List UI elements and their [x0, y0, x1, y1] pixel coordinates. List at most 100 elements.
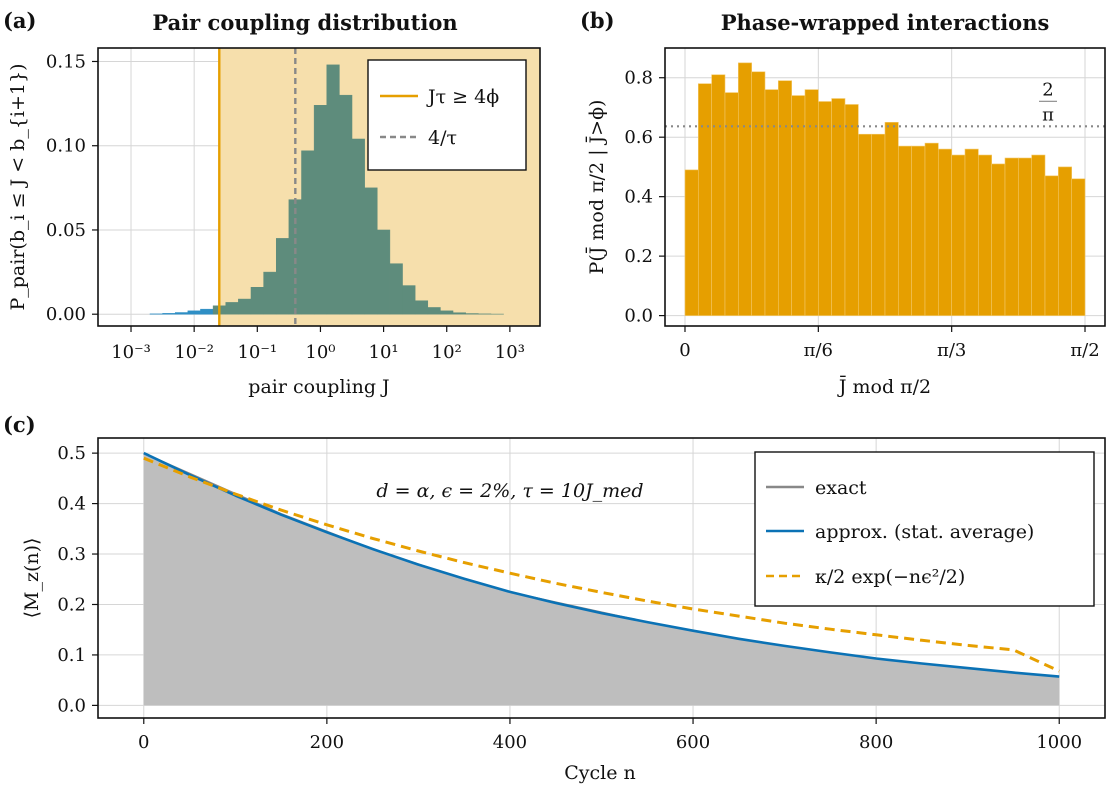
- two-over-pi-denominator: π: [1042, 104, 1054, 125]
- a-xtick-label-2: 10⁻¹: [237, 342, 277, 363]
- b-bar-5: [751, 71, 766, 316]
- panel-c-annotation: d = α, ϵ = 2%, τ = 10J_med: [376, 480, 643, 502]
- b-bar-24: [1004, 157, 1019, 316]
- panel-a-legend: Jτ ≥ 4ϕ 4/τ: [367, 59, 527, 171]
- panel-a-y-label: P_pair(b_i ≤ J < b_{i+1}): [7, 63, 29, 310]
- a-ytick-label-0: 0.00: [46, 304, 86, 325]
- b-bar-25: [1018, 157, 1032, 316]
- a-ytick-label-1: 0.05: [46, 220, 86, 241]
- two-over-pi-label: 2 π: [1039, 79, 1057, 125]
- a-bar-18: [364, 187, 378, 315]
- panel-c: (c) 0 200 400 600 800 1000 0.0 0.1 0.2 0.3 0.4 0.5…: [3, 412, 1106, 784]
- panel-b-x-label: J̄ mod π/2: [837, 375, 931, 398]
- panel-a-legend-box: [367, 59, 527, 171]
- a-bar-13: [301, 150, 315, 315]
- a-xtick-label-3: 10⁰: [305, 342, 335, 363]
- b-bar-0: [684, 169, 699, 316]
- a-bar-23: [427, 307, 441, 315]
- a-bar-16: [339, 94, 353, 315]
- panel-b: (b) Phase-wrapped interactions 2 π 0 π/6 π…: [580, 8, 1106, 398]
- b-bar-12: [844, 104, 859, 316]
- legend-threshold-label: Jτ ≥ 4ϕ: [426, 86, 499, 108]
- a-xtick-label-0: 10⁻³: [111, 342, 151, 363]
- b-ytick-label-1: 0.2: [624, 246, 653, 267]
- c-ytick-label-4: 0.4: [57, 494, 86, 515]
- a-bar-21: [402, 285, 416, 315]
- panel-a-title: Pair coupling distribution: [152, 10, 457, 35]
- b-bar-28: [1058, 166, 1072, 316]
- a-xtick-label-6: 10³: [495, 342, 525, 363]
- b-bar-23: [991, 163, 1006, 316]
- b-bar-4: [738, 62, 752, 316]
- a-bar-26: [465, 313, 479, 315]
- c-xtick-label-1: 200: [310, 732, 344, 753]
- panel-a-x-label: pair coupling J: [248, 376, 389, 398]
- panel-c-y-ticks: 0.0 0.1 0.2 0.3 0.4 0.5: [57, 443, 98, 716]
- a-bar-15: [326, 64, 340, 315]
- b-bar-20: [951, 154, 966, 316]
- b-bar-11: [831, 98, 846, 316]
- panel-c-legend-box: [754, 451, 1095, 607]
- a-xtick-label-1: 10⁻²: [174, 342, 214, 363]
- c-xtick-label-0: 0: [138, 732, 149, 753]
- analytic-series-line: [143, 456, 1060, 673]
- a-xtick-label-5: 10²: [432, 342, 462, 363]
- legend-four-over-tau-label: 4/τ: [428, 127, 457, 149]
- a-bar-4: [187, 310, 201, 315]
- panel-c-frame: [97, 437, 1106, 719]
- c-ytick-label-2: 0.2: [57, 594, 86, 615]
- panel-b-y-ticks: 0.0 0.2 0.4 0.6 0.8: [624, 68, 665, 327]
- panel-b-label: (b): [580, 8, 615, 33]
- panel-b-x-ticks: 0 π/6 π/3 π/2: [679, 326, 1100, 361]
- b-ytick-label-4: 0.8: [624, 68, 653, 89]
- b-bar-8: [791, 95, 806, 316]
- a-bar-5: [200, 308, 214, 315]
- b-bar-18: [924, 142, 939, 316]
- panel-a-frame: [97, 47, 541, 327]
- panel-b-title: Phase-wrapped interactions: [721, 10, 1050, 35]
- a-bar-22: [414, 300, 429, 315]
- b-bar-1: [698, 83, 712, 316]
- a-ytick-label-3: 0.15: [46, 51, 86, 72]
- b-bar-27: [1044, 175, 1059, 316]
- a-ytick-label-2: 0.10: [46, 136, 86, 157]
- c-xtick-label-5: 1000: [1036, 732, 1082, 753]
- a-bar-11: [275, 238, 290, 315]
- b-bar-19: [938, 148, 952, 316]
- c-ytick-label-5: 0.5: [57, 443, 86, 464]
- c-ytick-label-3: 0.3: [57, 544, 86, 565]
- b-bar-29: [1071, 178, 1086, 316]
- c-xtick-label-4: 800: [859, 732, 893, 753]
- b-ytick-label-2: 0.4: [624, 187, 653, 208]
- a-bar-19: [377, 229, 391, 315]
- a-bar-20: [389, 263, 403, 315]
- b-bar-22: [978, 154, 992, 316]
- b-bar-2: [711, 74, 726, 316]
- panel-c-x-ticks: 0 200 400 600 800 1000: [138, 718, 1082, 753]
- c-ytick-label-1: 0.1: [57, 645, 86, 666]
- b-bar-17: [911, 145, 926, 316]
- b-bar-15: [884, 122, 899, 316]
- a-bar-2: [162, 313, 176, 315]
- b-bar-13: [858, 133, 872, 316]
- a-bar-17: [351, 138, 365, 315]
- legend-exact-label: exact: [815, 477, 867, 499]
- panel-b-bars: [684, 62, 1086, 316]
- legend-approx-label: approx. (stat. average): [815, 521, 1034, 543]
- a-xtick-label-4: 10¹: [369, 342, 399, 363]
- b-bar-6: [764, 89, 779, 316]
- a-bar-25: [452, 312, 466, 315]
- a-bar-3: [174, 312, 189, 315]
- panel-b-y-label: P(J̄ mod π/2 | J̄>ϕ): [585, 100, 608, 275]
- panel-c-y-label: ⟨M_z(n)⟩: [21, 538, 43, 619]
- a-bar-10: [263, 271, 277, 315]
- b-bar-26: [1031, 154, 1046, 316]
- b-bar-9: [804, 89, 819, 316]
- legend-analytic-label: κ/2 exp(−nϵ²/2): [815, 566, 965, 588]
- panel-a-x-ticks: 10⁻³ 10⁻² 10⁻¹ 10⁰ 10¹ 10² 10³: [111, 326, 525, 363]
- a-bar-8: [238, 298, 252, 315]
- b-bar-16: [898, 145, 912, 316]
- b-xtick-label-2: π/3: [937, 340, 966, 361]
- b-xtick-label-1: π/6: [804, 340, 833, 361]
